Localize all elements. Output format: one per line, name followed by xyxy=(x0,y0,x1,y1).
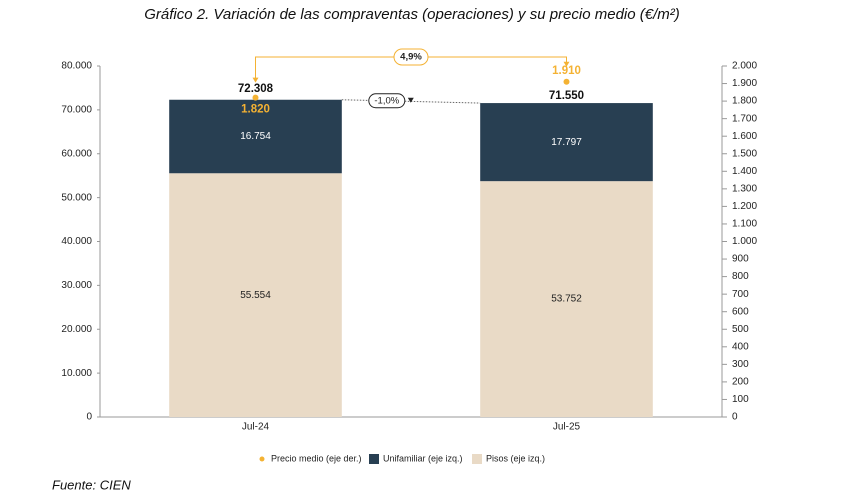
price-label: 1.910 xyxy=(552,65,581,77)
total-label: 71.550 xyxy=(549,90,584,102)
y-tick-label: 80.000 xyxy=(61,61,92,72)
source: Fuente: CIEN xyxy=(52,477,131,492)
bar-value-label: 17.797 xyxy=(551,137,582,148)
y2-tick-label: 1.600 xyxy=(732,131,757,142)
price-label: 1.820 xyxy=(241,104,270,116)
change-label: -1,0% xyxy=(374,95,399,106)
y2-tick-label: 600 xyxy=(732,306,749,317)
price-point xyxy=(563,78,570,85)
legend-label: Pisos (eje izq.) xyxy=(486,453,545,463)
change-pill xyxy=(368,93,406,109)
bar-value-label: 53.752 xyxy=(551,294,582,305)
legend-label: Unifamiliar (eje izq.) xyxy=(383,453,463,463)
price-point xyxy=(252,94,259,101)
y-tick-label: 70.000 xyxy=(61,105,92,116)
y2-tick-label: 1.300 xyxy=(732,183,757,194)
y2-tick-label: 1.200 xyxy=(732,201,757,212)
bar-value-label: 55.554 xyxy=(240,290,271,301)
arrow-head xyxy=(252,77,259,83)
y2-tick-label: 0 xyxy=(732,412,738,423)
y2-tick-label: 2.000 xyxy=(732,61,757,72)
y2-tick-label: 1.100 xyxy=(732,219,757,230)
y-tick-label: 50.000 xyxy=(61,192,92,203)
y2-tick-label: 900 xyxy=(732,254,749,265)
change-pill xyxy=(393,48,429,66)
y-tick-label: 20.000 xyxy=(61,324,92,335)
bar-segment xyxy=(480,181,653,417)
total-label: 72.308 xyxy=(238,83,274,95)
y2-tick-label: 100 xyxy=(732,394,749,405)
bar-segment xyxy=(169,173,342,417)
bar-segment xyxy=(169,99,342,174)
y-tick-label: 30.000 xyxy=(61,280,92,291)
y2-tick-label: 1.800 xyxy=(732,96,757,107)
y2-tick-label: 300 xyxy=(732,359,749,370)
bar-segment xyxy=(480,103,653,182)
y2-tick-label: 800 xyxy=(732,271,749,282)
x-tick-label: Jul-24 xyxy=(242,422,270,433)
down-arrow xyxy=(407,97,414,103)
y-tick-label: 0 xyxy=(86,412,92,423)
legend-marker xyxy=(369,454,379,464)
y2-tick-label: 1.000 xyxy=(732,236,757,247)
y2-tick-label: 1.500 xyxy=(732,148,757,159)
legend-marker xyxy=(472,454,482,464)
y-tick-label: 40.000 xyxy=(61,236,92,247)
y2-tick-label: 1.400 xyxy=(732,166,757,177)
y2-tick-label: 400 xyxy=(732,341,749,352)
y2-tick-label: 500 xyxy=(732,324,749,335)
change-label: 4,9% xyxy=(400,52,422,63)
legend-marker xyxy=(259,456,265,462)
y-tick-label: 10.000 xyxy=(61,368,92,379)
legend-label: Precio medio (eje der.) xyxy=(271,453,362,463)
y2-tick-label: 700 xyxy=(732,289,749,300)
y2-tick-label: 200 xyxy=(732,377,749,388)
x-tick-label: Jul-25 xyxy=(553,422,581,433)
arrow-head xyxy=(563,61,570,67)
y-tick-label: 60.000 xyxy=(61,148,92,159)
y2-tick-label: 1.700 xyxy=(732,113,757,124)
chart-title: Gráfico 2. Variación de las compraventas… xyxy=(144,6,680,23)
y2-tick-label: 1.900 xyxy=(732,78,757,89)
bar-value-label: 16.754 xyxy=(240,131,271,142)
